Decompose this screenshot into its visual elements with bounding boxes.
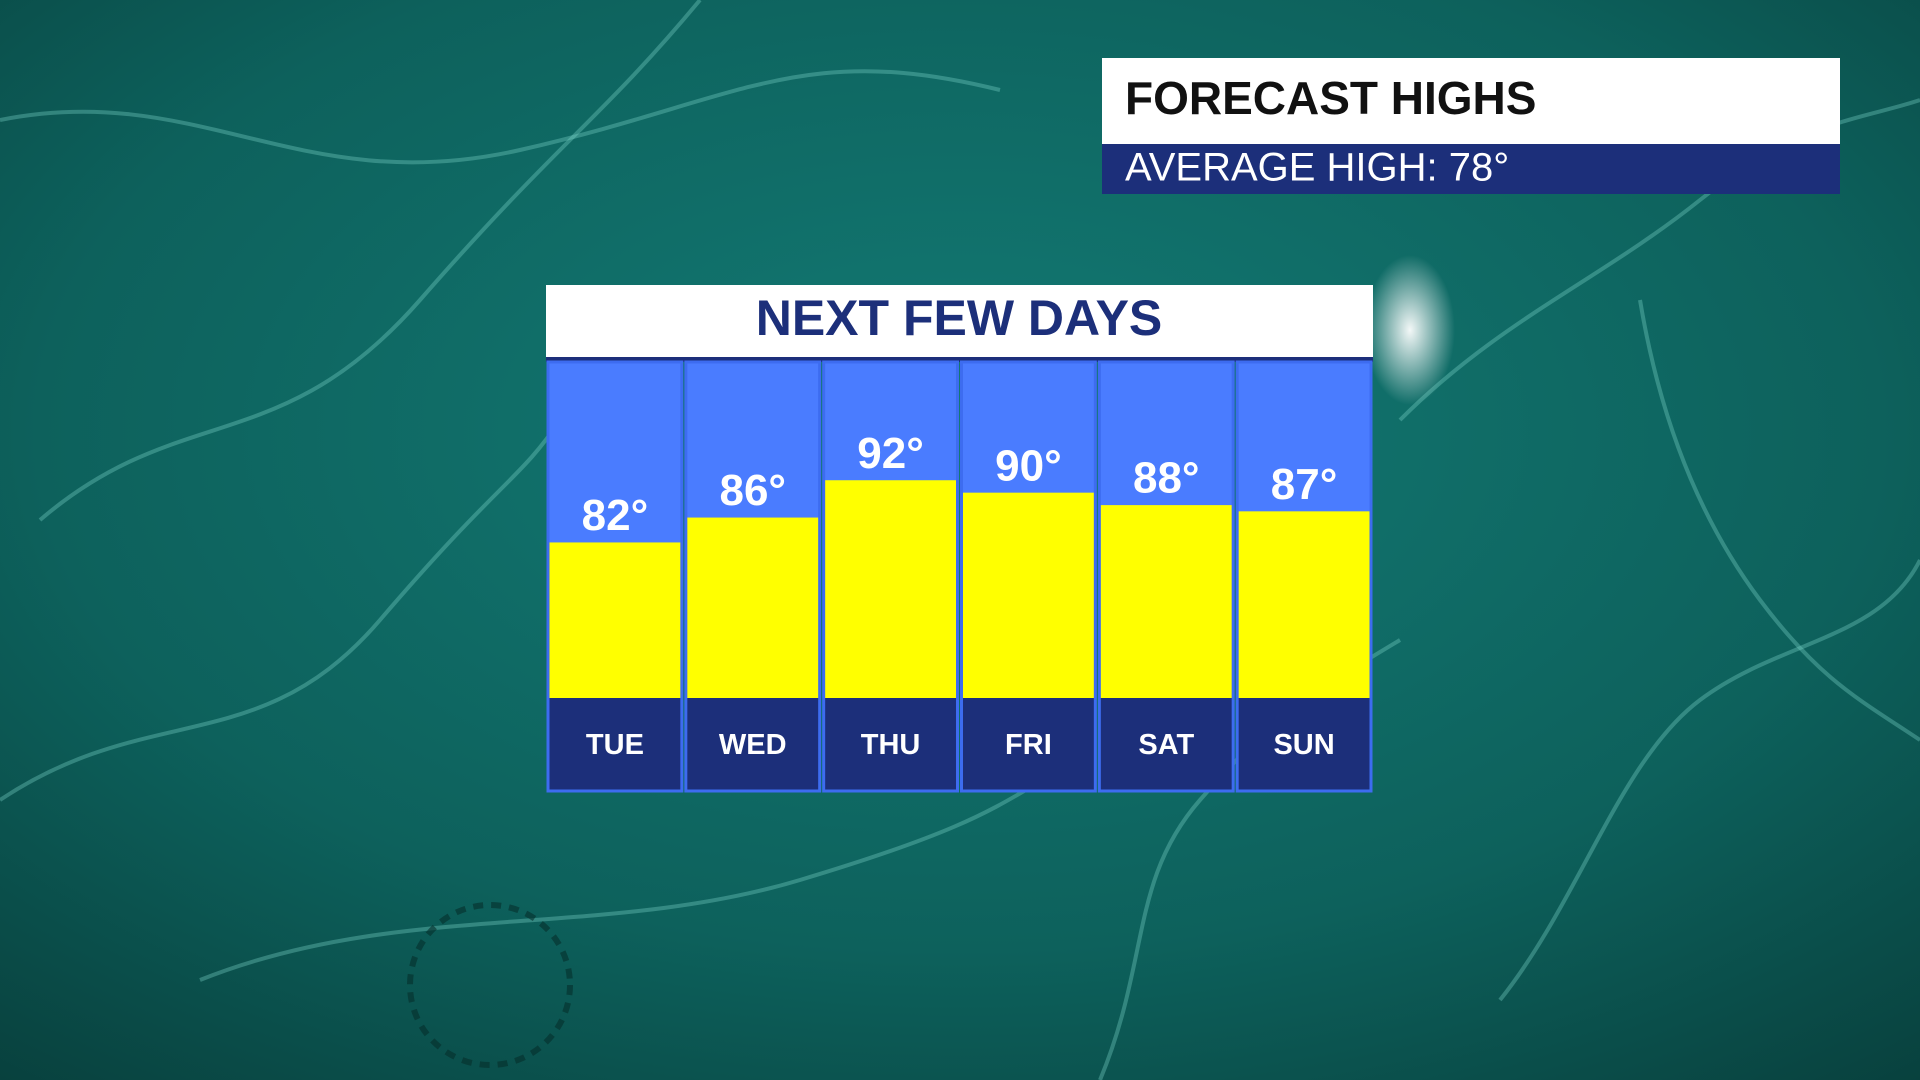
value-label: 87° [1271,460,1338,509]
chart-title: NEXT FEW DAYS [756,290,1163,346]
bar [548,542,682,698]
day-footer [1237,698,1371,791]
x-tick-label: SUN [1273,729,1334,761]
plot: 82° TUE 86° WED 92° THU 90° FRI 88° SAT 87° SUN [546,360,1373,793]
x-tick-label: WED [719,729,787,761]
column-border [1235,360,1373,793]
column-border [684,360,822,793]
drain [407,902,573,1068]
bar [823,480,958,698]
header-box [1102,58,1840,144]
caustic [1498,559,1920,1002]
caustic [0,69,1001,165]
bar [1099,505,1234,698]
sun-glare [1365,255,1455,405]
day-footer [823,698,958,791]
caustic [38,0,702,522]
caustic [199,758,1081,982]
bar [961,492,1096,698]
chart-title-rule [546,357,1373,362]
value-label: 90° [995,441,1062,490]
day-footer [961,698,1096,791]
value-label: 92° [857,429,924,478]
day-footer [548,698,682,791]
x-tick-label: SAT [1138,729,1194,761]
caustic [1398,98,1920,422]
header-subtitle: AVERAGE HIGH: 78° [1125,146,1509,190]
value-label: 82° [582,491,649,540]
bar [1237,511,1371,698]
bar [685,517,820,698]
column-border [546,360,684,793]
header-title: FORECAST HIGHS [1125,72,1536,124]
header-strip [1102,144,1840,194]
column-border [1097,360,1235,793]
caustic [1638,299,1920,742]
x-tick-label: THU [861,729,921,761]
value-label: 86° [719,466,786,515]
day-footer [685,698,820,791]
column-border [960,360,1097,793]
chart-title-box [546,285,1373,357]
day-footer [1099,698,1234,791]
caustic [0,418,562,802]
x-tick-label: TUE [586,729,644,761]
x-tick-label: FRI [1005,729,1052,761]
value-label: 88° [1133,454,1200,503]
column-border [822,360,960,793]
